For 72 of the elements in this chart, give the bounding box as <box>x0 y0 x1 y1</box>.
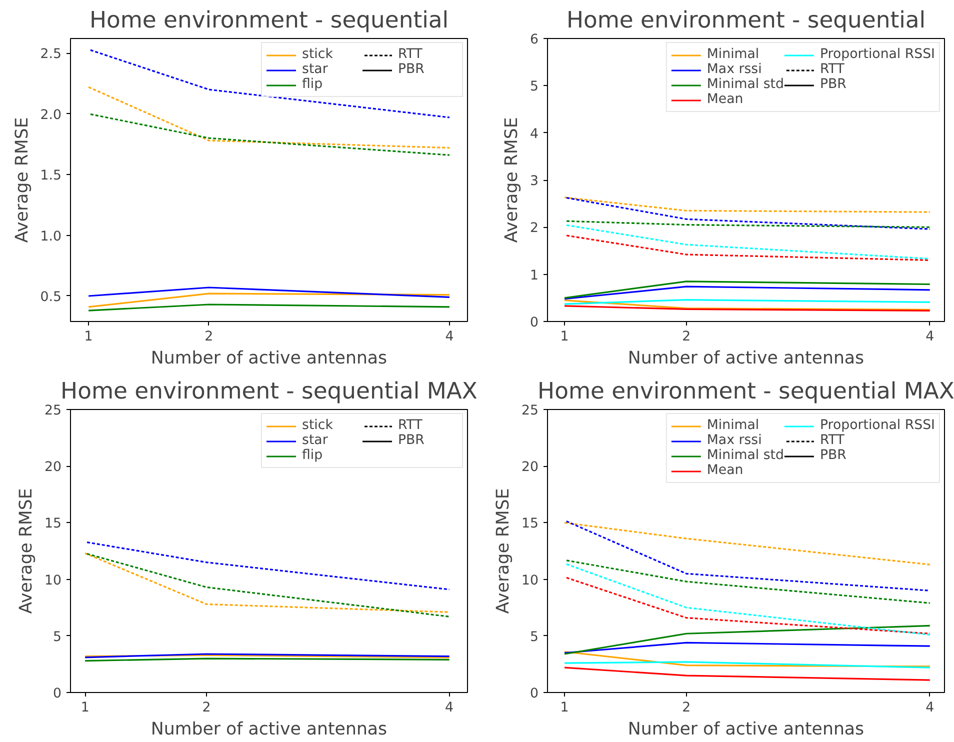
legend-label: RTT <box>820 433 846 448</box>
y-tick-label: 25 <box>44 404 62 418</box>
legend-label: Max rssi <box>706 62 763 77</box>
y-tick-label: 5 <box>530 80 539 95</box>
x-axis-title: Number of active antennas <box>150 348 388 368</box>
x-tick-label: 4 <box>445 330 454 344</box>
y-axis-title: Average RMSE <box>494 488 514 614</box>
legend-label: RTT <box>820 62 846 77</box>
legend-label: Proportional RSSI <box>820 418 935 433</box>
y-axis-title: Average RMSE <box>502 117 522 243</box>
legend-label: stick <box>302 47 334 62</box>
y-tick-label: 1.5 <box>40 168 62 184</box>
legend-label: PBR <box>398 433 426 448</box>
x-tick-label: 2 <box>682 330 691 344</box>
legend-label: star <box>302 62 329 77</box>
x-tick-label: 1 <box>84 330 93 344</box>
y-tick-label: 15 <box>522 516 539 532</box>
chart-title: Home environment - sequential <box>89 8 449 34</box>
y-tick-label: 5 <box>53 630 62 645</box>
legend-label: star <box>302 433 329 448</box>
legend-label: RTT <box>398 418 424 433</box>
x-tick-label: 4 <box>926 330 934 344</box>
y-tick-label: 25 <box>522 404 539 418</box>
y-tick-label: 6 <box>530 32 539 48</box>
x-tick-label: 4 <box>445 700 454 716</box>
y-tick-label: 20 <box>44 460 62 476</box>
x-tick-label: 1 <box>560 330 569 344</box>
x-tick-label: 4 <box>926 700 934 716</box>
legend-label: Max rssi <box>706 433 763 448</box>
legend-label: RTT <box>398 47 424 62</box>
y-tick-label: 0.5 <box>40 290 62 305</box>
y-tick-label: 1 <box>530 268 539 284</box>
y-tick-label: 5 <box>530 630 539 645</box>
x-tick-label: 1 <box>560 700 569 716</box>
y-tick-label: 10 <box>522 573 539 588</box>
chart-title: Home environment - sequential <box>566 8 926 34</box>
y-tick-label: 2.0 <box>40 108 62 123</box>
legend-label: PBR <box>398 62 426 77</box>
legend-label: stick <box>302 418 334 433</box>
legend-label: flip <box>302 448 324 463</box>
y-tick-label: 3 <box>530 174 539 189</box>
legend-label: Mean <box>706 463 744 478</box>
y-tick-label: 15 <box>44 516 62 532</box>
legend-label: PBR <box>820 77 848 92</box>
y-axis-title: Average RMSE <box>16 488 37 614</box>
x-axis-title: Number of active antennas <box>150 720 388 740</box>
legend-label: Minimal std <box>706 77 784 92</box>
x-tick-label: 2 <box>682 700 691 716</box>
y-tick-label: 2.5 <box>40 47 62 62</box>
legend-label: flip <box>302 77 324 92</box>
x-tick-label: 1 <box>80 700 90 716</box>
legend-label: Minimal <box>706 418 760 433</box>
y-tick-label: 0 <box>530 316 539 330</box>
y-tick-label: 1.0 <box>40 229 62 244</box>
legend-label: PBR <box>820 448 848 463</box>
x-tick-label: 2 <box>202 700 211 716</box>
chart-title: Home environment - sequential MAX <box>60 378 478 404</box>
y-tick-label: 20 <box>522 460 539 476</box>
y-axis-title: Average RMSE <box>12 117 32 243</box>
y-tick-label: 10 <box>44 573 62 588</box>
chart-title: Home environment - sequential MAX <box>538 378 954 404</box>
legend-label: Minimal std <box>706 448 784 463</box>
legend-label: Minimal <box>706 47 760 62</box>
x-axis-title: Number of active antennas <box>628 720 864 740</box>
y-tick-label: 2 <box>530 221 539 236</box>
x-tick-label: 2 <box>204 330 214 344</box>
y-tick-label: 0 <box>530 686 539 702</box>
legend-label: Mean <box>706 92 744 107</box>
y-tick-label: 0 <box>53 686 62 702</box>
x-axis-title: Number of active antennas <box>628 348 864 368</box>
y-tick-label: 4 <box>530 126 539 142</box>
legend-label: Proportional RSSI <box>820 47 935 62</box>
